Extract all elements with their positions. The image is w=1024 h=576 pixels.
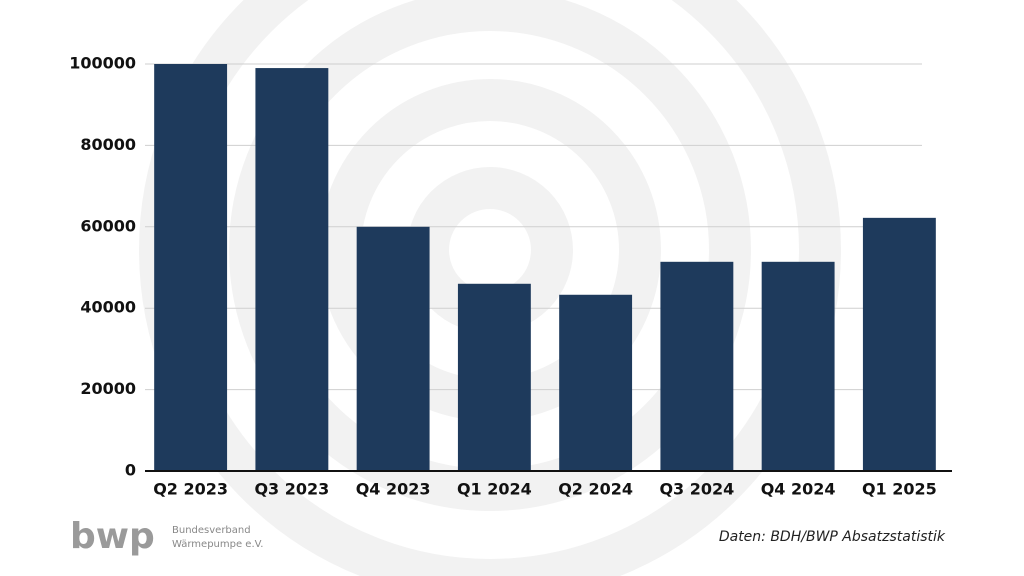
x-tick-label: Q3 2024 [659, 480, 734, 499]
bar [154, 64, 228, 471]
bar [356, 226, 430, 471]
bar [255, 68, 329, 471]
bar [761, 261, 835, 471]
y-tick-label: 80000 [80, 135, 136, 154]
y-tick-label: 60000 [80, 216, 136, 235]
y-tick-label: 0 [125, 461, 136, 480]
y-tick-label: 20000 [80, 379, 136, 398]
x-tick-label: Q2 2023 [153, 480, 228, 499]
logo-mark: bwp [70, 516, 155, 557]
x-tick-label: Q4 2024 [761, 480, 836, 499]
x-tick-label: Q4 2023 [356, 480, 431, 499]
x-tick-label: Q3 2023 [254, 480, 329, 499]
x-tick-label: Q2 2024 [558, 480, 633, 499]
y-tick-label: 40000 [80, 298, 136, 317]
source-note: Daten: BDH/BWP Absatzstatistik [719, 529, 946, 545]
bar [862, 217, 936, 471]
bar [457, 283, 531, 471]
bar [559, 294, 633, 471]
logo-line: Wärmepumpe e.V. [172, 539, 263, 550]
x-tick-label: Q1 2025 [862, 480, 937, 499]
x-tick-label: Q1 2024 [457, 480, 532, 499]
bar [660, 261, 734, 471]
y-tick-label: 100000 [69, 54, 136, 73]
logo-line: Bundesverband [172, 525, 251, 536]
